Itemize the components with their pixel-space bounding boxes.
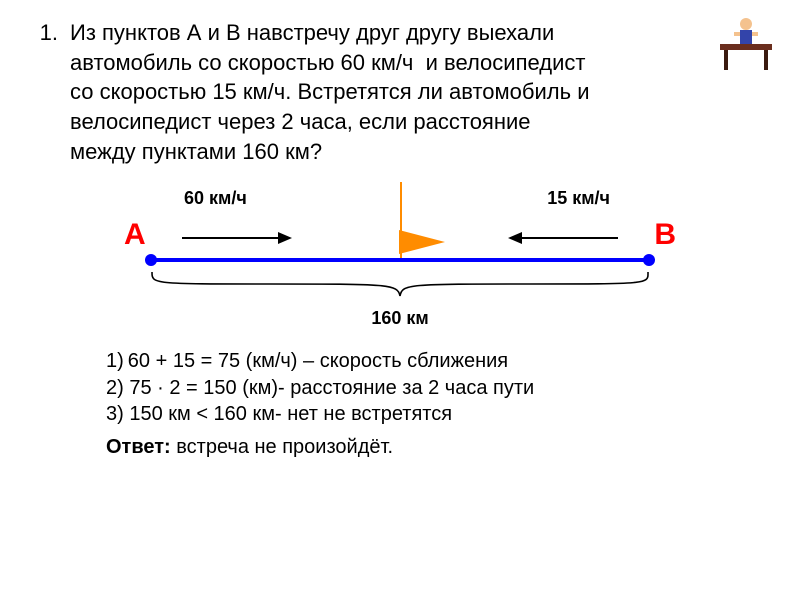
solution-step-1: 1) 60 + 15 = 75 (км/ч) – скорость сближе… <box>106 348 770 374</box>
answer-line: Ответ: встреча не произойдёт. <box>106 434 770 460</box>
point-b-label: В <box>654 218 676 252</box>
motion-diagram: 60 км/ч 15 км/ч А В 160 км <box>120 188 680 338</box>
student-desk-icon <box>714 14 778 74</box>
answer-text: встреча не произойдёт. <box>171 436 393 458</box>
speed-left-label: 60 км/ч <box>184 188 247 209</box>
problem-text: Из пунктов А и В навстречу друг другу вы… <box>70 18 600 166</box>
point-a-label: А <box>124 218 146 252</box>
distance-label: 160 км <box>371 308 428 329</box>
problem-number: 1. <box>30 18 58 48</box>
arrow-right-icon <box>182 230 292 246</box>
speed-right-label: 15 км/ч <box>547 188 610 209</box>
solution-step-3: 3) 150 км < 160 км- нет не встретятся <box>106 401 770 427</box>
arrow-left-icon <box>508 230 618 246</box>
answer-label: Ответ: <box>106 436 171 458</box>
segment-line <box>150 258 650 262</box>
problem-block: 1. Из пунктов А и В навстречу друг другу… <box>30 18 770 166</box>
flag-icon <box>399 230 445 260</box>
solution-step-2: 2) 75 · 2 = 150 (км)- расстояние за 2 ча… <box>106 375 770 401</box>
point-a-dot <box>145 254 157 266</box>
distance-brace <box>150 270 650 300</box>
point-b-dot <box>643 254 655 266</box>
solution-block: 1) 60 + 15 = 75 (км/ч) – скорость сближе… <box>106 348 770 460</box>
